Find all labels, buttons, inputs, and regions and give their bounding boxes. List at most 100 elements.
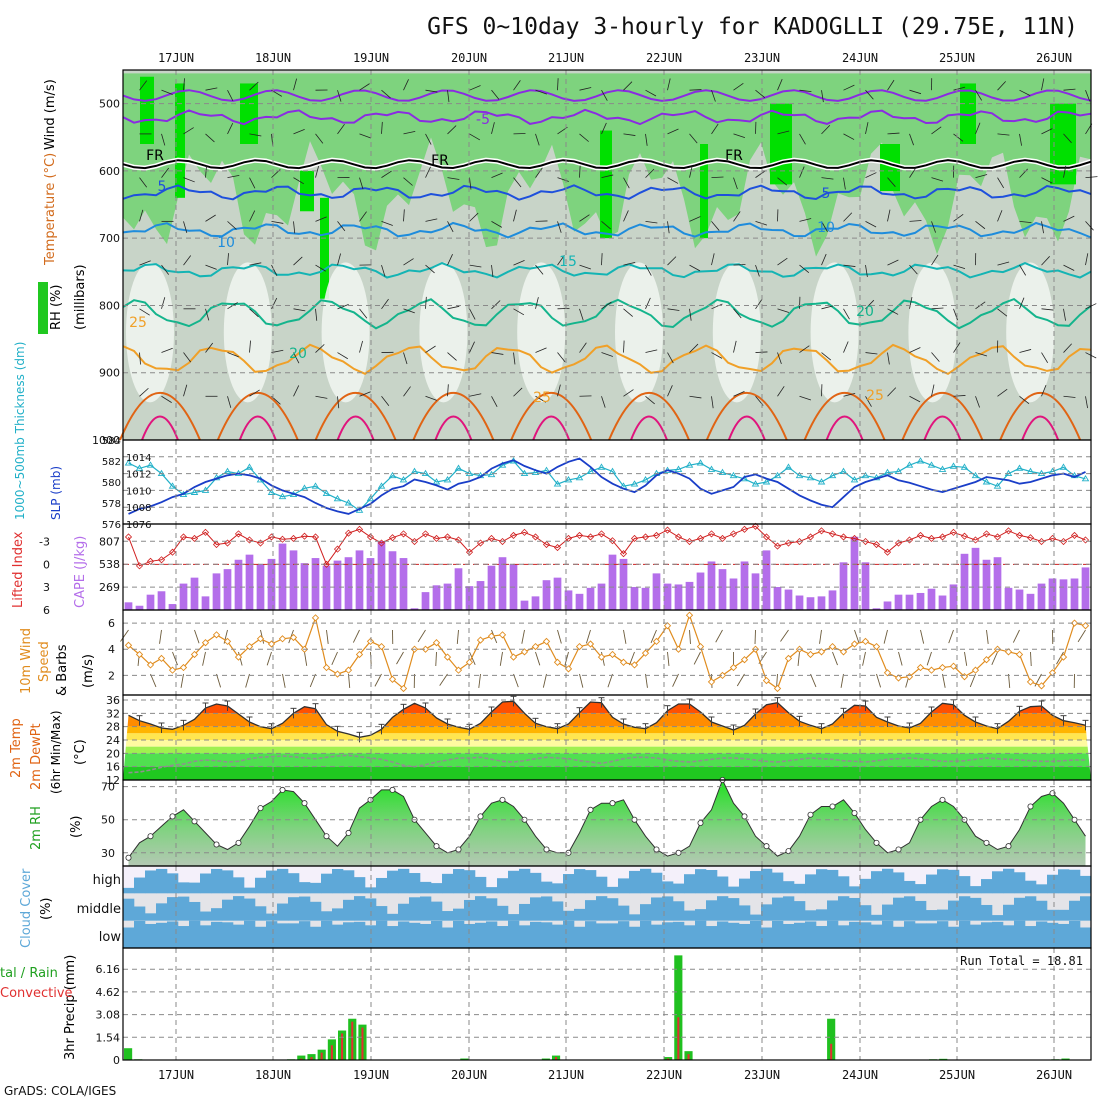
slp-line	[128, 457, 1086, 515]
upper-wind-barb	[293, 221, 296, 234]
cloud-cover-bar	[816, 869, 828, 894]
cloud-cover-bar	[673, 901, 685, 921]
contour-label: -5	[476, 112, 490, 128]
wind-speed-point	[168, 666, 177, 674]
upper-wind-barb	[205, 87, 218, 91]
upper-wind-barb	[227, 221, 237, 230]
lifted-index-point	[740, 525, 749, 533]
cloud-cover-bar	[365, 925, 377, 948]
upper-wind-barb	[755, 170, 766, 178]
date-label-bottom: 17JUN	[158, 1068, 194, 1082]
upper-wind-barb	[997, 388, 1008, 397]
wind-speed-point	[762, 676, 771, 685]
upper-wind-barb	[403, 209, 405, 222]
upper-wind-barb	[161, 347, 173, 353]
upper-wind-barb	[865, 299, 875, 310]
upper-wind-barb	[887, 352, 890, 365]
isotherm-30-dome	[999, 392, 1082, 441]
cloud-cover-bar	[1047, 922, 1059, 948]
upper-wind-barb	[579, 87, 592, 91]
cape-bar	[663, 583, 672, 610]
cloud-cover-bar	[651, 924, 663, 948]
upper-wind-barb	[403, 258, 414, 266]
upper-wind-barb	[799, 264, 810, 273]
cloud-cover-bar	[1069, 869, 1081, 894]
upper-wind-barb	[755, 220, 768, 226]
rh-point	[279, 786, 286, 793]
wind-speed-point	[157, 654, 166, 663]
upper-wind-barb	[491, 172, 503, 179]
upper-wind-barb	[667, 128, 679, 135]
wind-speed-point	[982, 656, 991, 664]
upper-wind-barb	[733, 308, 742, 319]
upper-wind-barb	[821, 305, 834, 310]
lifted-index-point	[553, 544, 562, 552]
surface-wind-barb	[645, 673, 648, 688]
upper-wind-barb	[249, 262, 262, 266]
lifted-index-point	[1059, 537, 1068, 546]
cape-bar	[278, 543, 287, 610]
lifted-index-point	[872, 540, 881, 549]
surface-wind-barb	[150, 673, 157, 688]
upper-wind-barb	[975, 89, 983, 101]
contour-label: FR	[431, 153, 449, 169]
cape-bar	[289, 550, 298, 610]
upper-wind-barb	[359, 133, 371, 139]
cloud-cover-bar	[508, 920, 520, 948]
thickness-point	[531, 468, 540, 475]
upper-wind-barb	[491, 396, 498, 408]
surface-wind-barb	[629, 651, 635, 666]
wind-speed-point	[1059, 653, 1068, 661]
rh-saturated-streak	[140, 76, 154, 144]
slp-tick-label: 1010	[126, 486, 151, 497]
upper-wind-barb	[1085, 396, 1088, 409]
rh-dry-pocket	[517, 262, 566, 403]
thickness-tick-label: 576	[102, 520, 121, 531]
wind-speed-point	[146, 661, 155, 669]
li-tick-label: 6	[43, 604, 50, 617]
cape-bar	[960, 553, 969, 610]
wind-speed-point	[872, 642, 881, 651]
cloud-cover-bar	[288, 897, 300, 921]
precip-run-total: Run Total = 18.81	[960, 954, 1083, 968]
upper-wind-barb	[1041, 384, 1047, 397]
upper-wind-barb	[997, 308, 1008, 317]
cloud-cover-bar	[310, 926, 322, 948]
lifted-index-point	[971, 536, 980, 544]
cloud-cover-bar	[332, 908, 344, 921]
thickness-point	[542, 466, 551, 473]
upper-wind-barb	[909, 296, 913, 309]
upper-wind-barb	[909, 395, 921, 403]
cloud-cover-bar	[926, 923, 938, 948]
wind-speed-point	[740, 656, 749, 664]
legend-rh-label: RH (%)	[49, 285, 64, 330]
cloud-cover-bar	[453, 908, 465, 921]
surface-wind-barb	[797, 651, 800, 666]
upper-wind-barb	[293, 385, 300, 397]
cloud-cover-bar	[354, 921, 366, 948]
upper-wind-barb	[601, 89, 608, 101]
cloud-cover-bar	[937, 869, 949, 894]
cloud-cover-bar	[959, 920, 971, 948]
surface-wind-barb	[862, 651, 866, 666]
upper-wind-barb	[337, 253, 341, 266]
upper-wind-barb	[491, 122, 495, 135]
cloud-cover-bar	[673, 921, 685, 948]
cloud-cover-bar	[1014, 872, 1026, 894]
lifted-index-point	[916, 531, 925, 539]
upper-wind-barb	[601, 174, 614, 179]
cloud-cover-bar	[717, 921, 729, 948]
rh-dry-pocket	[321, 262, 370, 403]
wind-speed-point	[586, 640, 595, 648]
surface-wind-barb	[926, 651, 932, 666]
upper-wind-barb	[227, 122, 234, 135]
upper-wind-barb	[931, 254, 939, 266]
surface-wind-barb	[693, 651, 701, 665]
cloud-cover-bar	[739, 878, 751, 894]
cloud-cover-bar	[541, 881, 553, 894]
cloud-cover-bar	[860, 878, 872, 894]
wind-speed-point	[1026, 678, 1035, 686]
wind-speed-point	[520, 648, 529, 656]
cloud-cover-bar	[310, 901, 322, 921]
upper-wind-barb	[887, 387, 897, 397]
